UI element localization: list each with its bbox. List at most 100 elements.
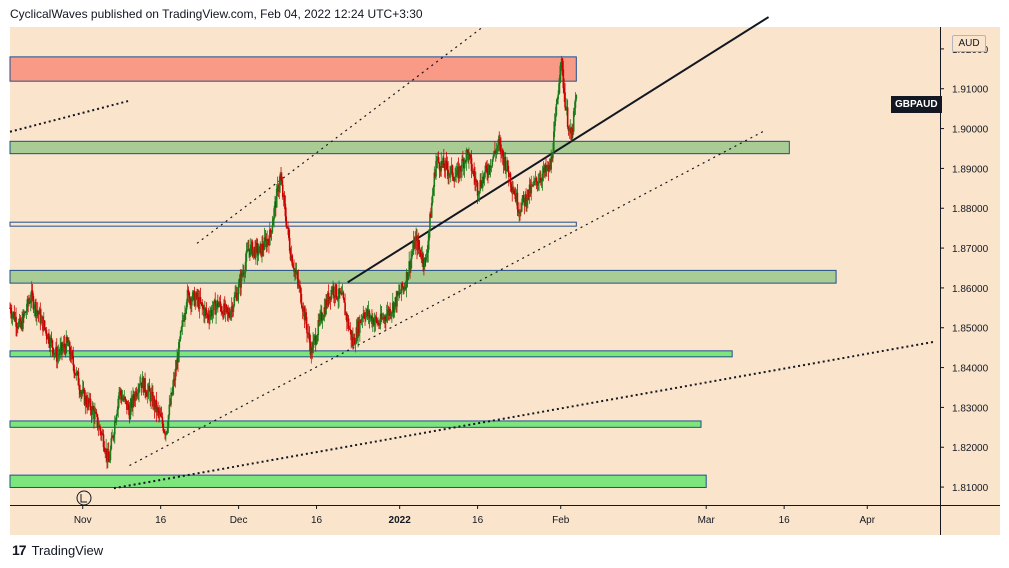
candle-120-body: [113, 434, 115, 438]
candle-423-body: [375, 316, 378, 320]
candle-178-body: [163, 430, 165, 432]
candle-12-body: [19, 318, 22, 327]
candle-63-body: [63, 343, 66, 348]
candle-35-body: [39, 309, 42, 324]
candle-110-body: [104, 451, 107, 454]
candle-385-body: [342, 292, 345, 299]
candle-435-body: [385, 314, 388, 322]
trendlines-layer: [9, 16, 935, 490]
candle-18-body: [24, 312, 27, 314]
candle-193-body: [176, 358, 178, 370]
candle-215-body: [195, 292, 197, 298]
candle-421-body: [373, 321, 376, 326]
candle-461-body: [408, 261, 410, 274]
candle-267-body: [240, 272, 243, 288]
candle-633-body: [557, 94, 559, 100]
candle-396-body: [352, 337, 354, 346]
candle-299-body: [268, 240, 270, 246]
candle-510-body: [450, 165, 453, 168]
footer-brand[interactable]: 17 TradingView: [12, 542, 103, 558]
candle-286-body: [256, 244, 259, 256]
candle-400-body: [355, 327, 358, 344]
candle-603-body: [531, 184, 533, 186]
candle-454-body: [402, 287, 404, 289]
candle-471-body: [417, 240, 419, 251]
candle-551-body: [486, 168, 488, 174]
candle-548-body: [483, 172, 486, 180]
candle-290-body: [260, 243, 262, 256]
candle-100-body: [95, 412, 98, 415]
candle-71-body: [70, 351, 73, 360]
candle-575-body: [507, 160, 509, 171]
candle-539-body: [475, 180, 478, 183]
candle-348-body: [310, 346, 313, 355]
candle-407-body: [361, 318, 364, 320]
candle-119-body: [112, 436, 114, 438]
candle-335-body: [299, 285, 301, 289]
currency-label[interactable]: AUD: [952, 35, 986, 52]
candle-233-body: [210, 309, 213, 317]
candle-241-body: [217, 305, 220, 308]
candle-319-body: [285, 216, 288, 227]
candle-294-body: [263, 237, 266, 250]
candle-27-body: [32, 295, 35, 310]
candle-151-body: [139, 382, 142, 384]
candle-303-body: [271, 225, 274, 233]
candle-296-body: [265, 238, 268, 248]
candle-625-body: [550, 156, 553, 170]
candle-283-body: [254, 246, 256, 258]
candle-382-body: [339, 292, 342, 294]
candle-199-body: [181, 320, 184, 327]
candle-579-body: [510, 184, 513, 188]
candle-148-body: [137, 392, 139, 395]
candle-281-body: [252, 249, 255, 257]
candle-318-body: [284, 203, 287, 217]
candle-363-body: [323, 307, 326, 318]
candle-103-body: [98, 425, 100, 428]
candle-127-body: [119, 390, 121, 393]
candle-614-body: [540, 180, 543, 182]
candle-364-body: [324, 307, 326, 315]
candle-331-body: [295, 272, 298, 274]
candle-587-body: [517, 209, 520, 213]
candle-304-body: [272, 219, 275, 226]
candle-149-body: [138, 386, 140, 393]
candle-362-body: [322, 317, 325, 320]
candle-38-body: [42, 316, 44, 331]
candle-192-body: [175, 368, 178, 370]
candle-246-body: [222, 312, 224, 318]
candle-389-body: [346, 313, 348, 322]
candle-16-body: [23, 313, 25, 316]
x-tick-label: 16: [155, 515, 167, 526]
candle-302-body: [270, 231, 273, 233]
candle-29-body: [34, 302, 36, 309]
candle-629-body: [553, 121, 556, 132]
candle-538-body: [475, 180, 477, 182]
candle-274-body: [246, 249, 249, 252]
candle-345-body: [307, 333, 310, 335]
candle-463-body: [410, 258, 412, 270]
candle-167-body: [153, 398, 156, 410]
candle-646-body: [568, 128, 571, 131]
candle-344-body: [307, 333, 309, 335]
candle-316-body: [282, 195, 285, 198]
time-marker-icon[interactable]: [76, 490, 92, 506]
candle-328-body: [293, 267, 295, 272]
candle-343-body: [306, 324, 308, 334]
candle-203-body: [184, 309, 187, 314]
candle-578-body: [509, 173, 512, 185]
candle-492-body: [435, 160, 437, 177]
candle-325-body: [290, 255, 293, 260]
candle-217-body: [197, 296, 199, 300]
candle-76-body: [75, 373, 77, 376]
y-tick-label: 1.81000: [952, 483, 989, 494]
candle-33-body: [37, 312, 40, 315]
candle-531-body: [469, 153, 471, 156]
candle-310-body: [277, 185, 280, 193]
candle-130-body: [121, 398, 124, 401]
candle-202-body: [184, 313, 186, 321]
candle-160-body: [147, 385, 150, 391]
candle-321-body: [287, 227, 289, 229]
candle-549-body: [484, 165, 487, 173]
